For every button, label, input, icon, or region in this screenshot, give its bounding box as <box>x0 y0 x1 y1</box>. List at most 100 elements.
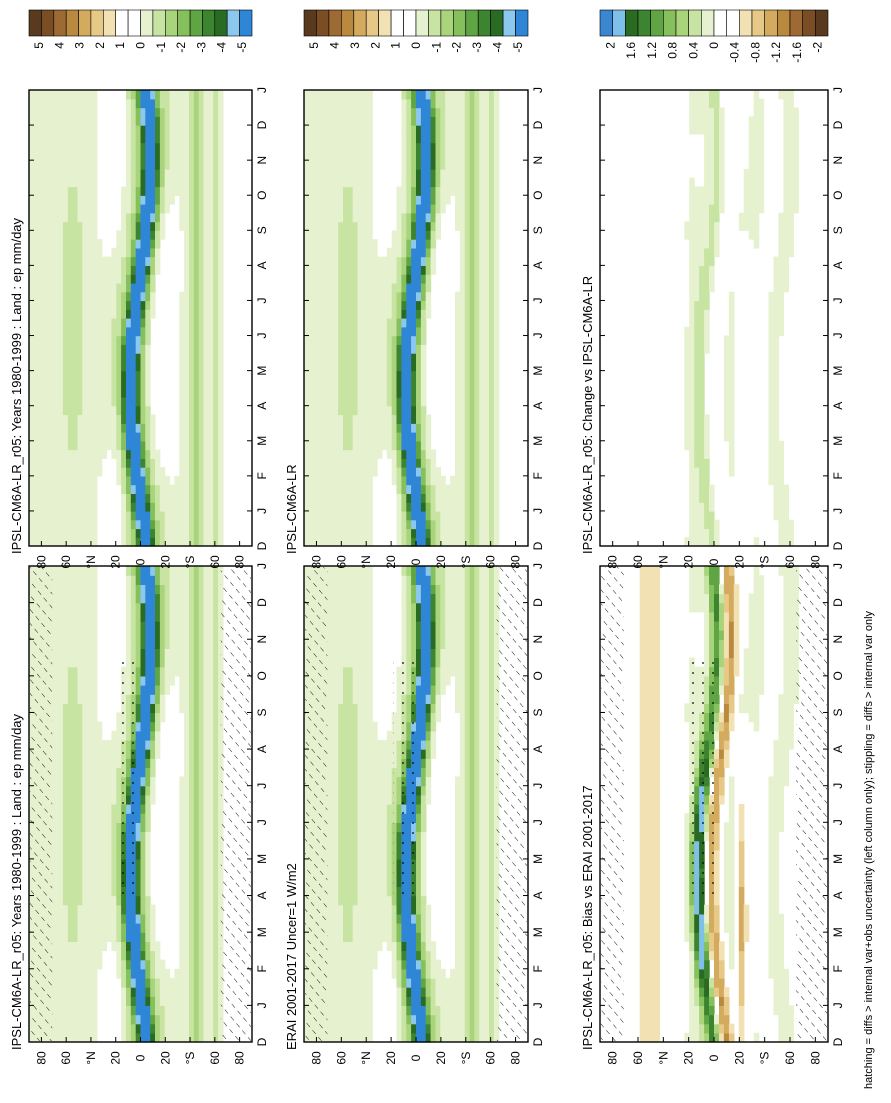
x-tick-label: F <box>255 472 269 479</box>
heatmap-cell <box>367 1032 373 1043</box>
heatmap-cell <box>338 804 344 814</box>
heatmap-cell <box>377 758 383 768</box>
stippling <box>118 661 141 900</box>
heatmap-cell <box>77 318 83 328</box>
heatmap-cell <box>184 300 190 310</box>
heatmap-cell <box>33 256 40 266</box>
heatmap-cell <box>53 804 59 814</box>
heatmap-cell <box>58 840 64 851</box>
heatmap-cell <box>53 602 59 613</box>
heatmap-cell <box>435 712 441 723</box>
y-tick-label: 0 <box>134 1054 148 1061</box>
heatmap-cell <box>87 160 93 170</box>
heatmap-cell <box>87 575 93 585</box>
heatmap-cell <box>77 968 83 979</box>
heatmap-cell <box>198 758 205 768</box>
y-tick-label: 60 <box>59 555 73 569</box>
y-tick-label: 80 <box>233 555 247 569</box>
heatmap-cell <box>67 776 74 787</box>
heatmap-cell <box>193 239 200 249</box>
heatmap-cell <box>445 575 451 585</box>
heatmap-cell <box>174 977 180 988</box>
heatmap-cell <box>184 831 190 842</box>
heatmap-cell <box>155 247 161 258</box>
heatmap-cell <box>420 923 427 933</box>
x-tick-label: M <box>255 436 269 446</box>
heatmap-cell <box>347 776 354 787</box>
heatmap-cell <box>179 858 185 869</box>
heatmap-cell <box>82 247 88 258</box>
heatmap-cell <box>121 1023 127 1034</box>
heatmap-cell <box>386 858 393 869</box>
heatmap-cell <box>145 968 151 979</box>
heatmap-cell <box>189 758 195 768</box>
heatmap-cell <box>43 449 49 459</box>
heatmap-cell <box>218 133 224 144</box>
heatmap-cell <box>77 703 83 714</box>
heatmap-cell <box>92 519 98 530</box>
heatmap-cell <box>33 537 40 547</box>
heatmap-cell <box>29 432 35 442</box>
heatmap-cell <box>430 749 437 759</box>
heatmap-cell <box>72 204 78 214</box>
heatmap-cell <box>193 648 200 659</box>
heatmap-cell <box>121 440 127 451</box>
heatmap-cell <box>67 1023 74 1034</box>
heatmap-cell <box>198 996 205 1006</box>
heatmap-cell <box>213 432 219 442</box>
heatmap-cell <box>29 467 35 477</box>
heatmap-cell <box>140 239 146 249</box>
heatmap-cell <box>189 950 195 961</box>
heatmap-cell <box>53 291 59 302</box>
heatmap-cell <box>184 221 190 231</box>
heatmap-cell <box>121 1014 127 1025</box>
heatmap-cell <box>82 475 88 486</box>
heatmap-cell <box>198 309 205 319</box>
heatmap-cell <box>208 116 214 126</box>
heatmap-cell <box>116 247 122 258</box>
heatmap-cell <box>145 440 151 451</box>
heatmap-cell <box>121 396 127 407</box>
heatmap-cell <box>333 648 339 659</box>
heatmap-cell <box>420 868 427 878</box>
heatmap-cell <box>367 858 373 869</box>
heatmap-cell <box>96 831 103 842</box>
heatmap-cell <box>77 593 83 604</box>
heatmap-cell <box>82 923 88 933</box>
heatmap-cell <box>140 151 146 161</box>
heatmap-cell <box>425 923 432 933</box>
heatmap-cell <box>53 648 59 659</box>
heatmap-cell <box>38 239 45 249</box>
heatmap-cell <box>145 987 151 997</box>
heatmap-cell <box>87 537 93 547</box>
heatmap-cell <box>343 739 349 750</box>
heatmap-cell <box>352 1032 359 1043</box>
heatmap-cell <box>135 1014 142 1025</box>
heatmap-cell <box>92 502 98 512</box>
heatmap-cell <box>208 584 214 595</box>
heatmap-cell <box>450 996 456 1006</box>
heatmap-cell <box>82 502 88 512</box>
heatmap-cell <box>164 620 171 631</box>
heatmap-cell <box>218 388 224 398</box>
heatmap-cell <box>92 239 98 249</box>
heatmap-cell <box>357 977 364 988</box>
heatmap-cell <box>135 116 142 126</box>
heatmap-cell <box>367 703 373 714</box>
heatmap-cell <box>140 116 146 126</box>
heatmap-cell <box>53 785 59 796</box>
heatmap-cell <box>213 703 219 714</box>
heatmap-cell <box>198 475 205 486</box>
heatmap-cell <box>92 458 98 468</box>
heatmap-cell <box>67 694 74 704</box>
heatmap-cell <box>135 177 142 188</box>
heatmap-cell <box>135 423 142 433</box>
heatmap-cell <box>193 657 200 668</box>
heatmap-cell <box>92 685 98 695</box>
heatmap-cell <box>208 886 214 897</box>
heatmap-cell <box>362 913 368 924</box>
heatmap-cell <box>82 739 88 750</box>
heatmap-cell <box>72 142 78 152</box>
heatmap-cell <box>145 519 151 530</box>
heatmap-cell <box>159 98 166 109</box>
